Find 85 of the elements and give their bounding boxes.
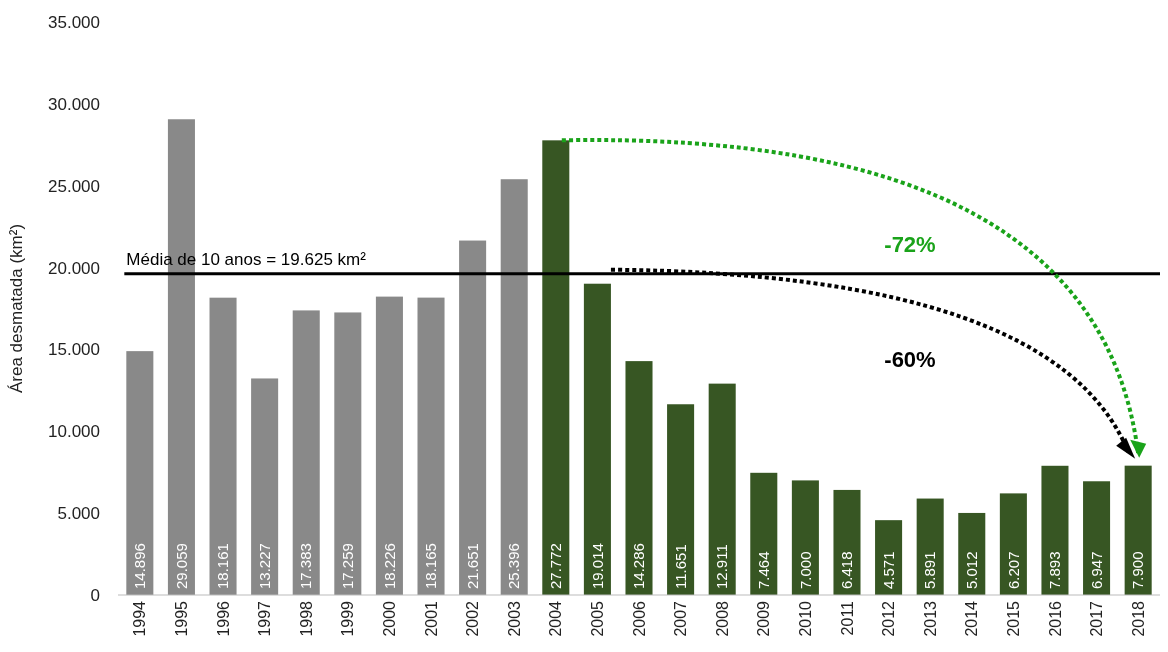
data-label: 7.000 bbox=[796, 551, 814, 589]
y-tick-label: 20.000 bbox=[48, 258, 100, 278]
y-axis-title: Área desmatada (km²) bbox=[7, 223, 26, 394]
x-tick-label: 2014 bbox=[963, 600, 981, 637]
x-tick-label: 2004 bbox=[547, 600, 565, 637]
x-tick-label: 2018 bbox=[1129, 600, 1147, 637]
x-tick-label: 2011 bbox=[838, 600, 856, 636]
x-tick-label: 2000 bbox=[381, 600, 399, 637]
x-tick-label: 2002 bbox=[464, 600, 482, 637]
data-label: 7.900 bbox=[1129, 551, 1147, 589]
bar bbox=[791, 480, 819, 595]
bar bbox=[292, 310, 320, 595]
y-tick-label: 10.000 bbox=[48, 422, 100, 442]
data-label: 6.207 bbox=[1004, 551, 1022, 589]
x-tick-label: 1999 bbox=[339, 600, 357, 637]
x-tick-label: 1998 bbox=[297, 600, 315, 637]
data-label: 18.165 bbox=[422, 543, 440, 589]
data-label: 17.383 bbox=[297, 543, 315, 589]
x-tick-label: 1995 bbox=[173, 600, 191, 637]
data-label: 19.014 bbox=[588, 543, 606, 589]
bar bbox=[583, 283, 611, 595]
data-label: 18.161 bbox=[214, 543, 232, 589]
x-tick-label: 2012 bbox=[880, 600, 898, 637]
data-label: 5.891 bbox=[921, 551, 939, 589]
bar bbox=[209, 297, 237, 595]
data-label: 7.893 bbox=[1046, 551, 1064, 589]
data-label: 6.418 bbox=[838, 551, 856, 589]
x-tick-label: 2007 bbox=[672, 600, 690, 637]
x-tick-label: 2005 bbox=[589, 600, 606, 637]
y-tick-label: 5.000 bbox=[57, 504, 100, 524]
data-label: 29.059 bbox=[172, 543, 190, 589]
x-tick-label: 2003 bbox=[505, 600, 523, 637]
bar bbox=[334, 312, 362, 595]
data-label: 13.227 bbox=[255, 543, 273, 589]
data-label: 6.947 bbox=[1087, 551, 1105, 589]
y-tick-label: 35.000 bbox=[48, 12, 100, 32]
y-tick-label: 15.000 bbox=[48, 340, 100, 360]
annotation: -60% bbox=[884, 347, 936, 372]
data-label: 21.651 bbox=[463, 543, 481, 589]
bar bbox=[375, 296, 403, 595]
x-tick-label: 1996 bbox=[214, 600, 232, 637]
bar bbox=[916, 498, 944, 595]
bar bbox=[1124, 465, 1152, 595]
data-label: 5.012 bbox=[963, 551, 981, 589]
x-tick-label: 2013 bbox=[921, 600, 939, 637]
bar bbox=[459, 240, 487, 595]
data-label: 4.571 bbox=[879, 551, 897, 589]
data-label: 14.896 bbox=[131, 543, 149, 589]
x-tick-label: 2017 bbox=[1088, 600, 1106, 637]
data-label: 14.286 bbox=[630, 543, 648, 589]
y-tick-label: 0 bbox=[90, 585, 100, 605]
bar bbox=[251, 378, 279, 595]
bar bbox=[708, 383, 736, 595]
x-tick-label: 2006 bbox=[630, 600, 648, 637]
x-tick-label: 2016 bbox=[1046, 600, 1064, 637]
data-label: 17.259 bbox=[339, 543, 357, 589]
x-tick-label: 2001 bbox=[422, 600, 440, 637]
bar bbox=[542, 140, 570, 595]
x-tick-label: 2010 bbox=[796, 600, 814, 637]
bar bbox=[999, 493, 1027, 595]
data-label: 18.226 bbox=[380, 543, 398, 589]
bar bbox=[667, 404, 695, 595]
x-tick-label: 1994 bbox=[131, 600, 149, 637]
data-label: 11.651 bbox=[671, 544, 689, 589]
x-tick-label: 2009 bbox=[755, 600, 773, 637]
bar bbox=[958, 512, 986, 595]
bar bbox=[417, 297, 445, 595]
data-label: 27.772 bbox=[547, 543, 565, 589]
y-tick-label: 25.000 bbox=[48, 176, 100, 196]
data-label: 7.464 bbox=[755, 551, 773, 589]
bar bbox=[833, 489, 861, 595]
bar bbox=[625, 361, 653, 595]
bar bbox=[750, 472, 778, 595]
bar bbox=[126, 351, 154, 595]
data-label: 12.911 bbox=[713, 544, 731, 589]
bar bbox=[500, 179, 528, 595]
data-label: 25.396 bbox=[505, 543, 523, 589]
x-tick-label: 2008 bbox=[713, 600, 731, 637]
annotation: -72% bbox=[884, 232, 936, 257]
x-tick-label: 1997 bbox=[256, 600, 274, 637]
bar bbox=[1041, 465, 1069, 595]
y-tick-label: 30.000 bbox=[48, 94, 100, 114]
bar bbox=[1083, 481, 1111, 595]
bar bbox=[875, 520, 903, 595]
x-tick-label: 2015 bbox=[1004, 600, 1022, 637]
